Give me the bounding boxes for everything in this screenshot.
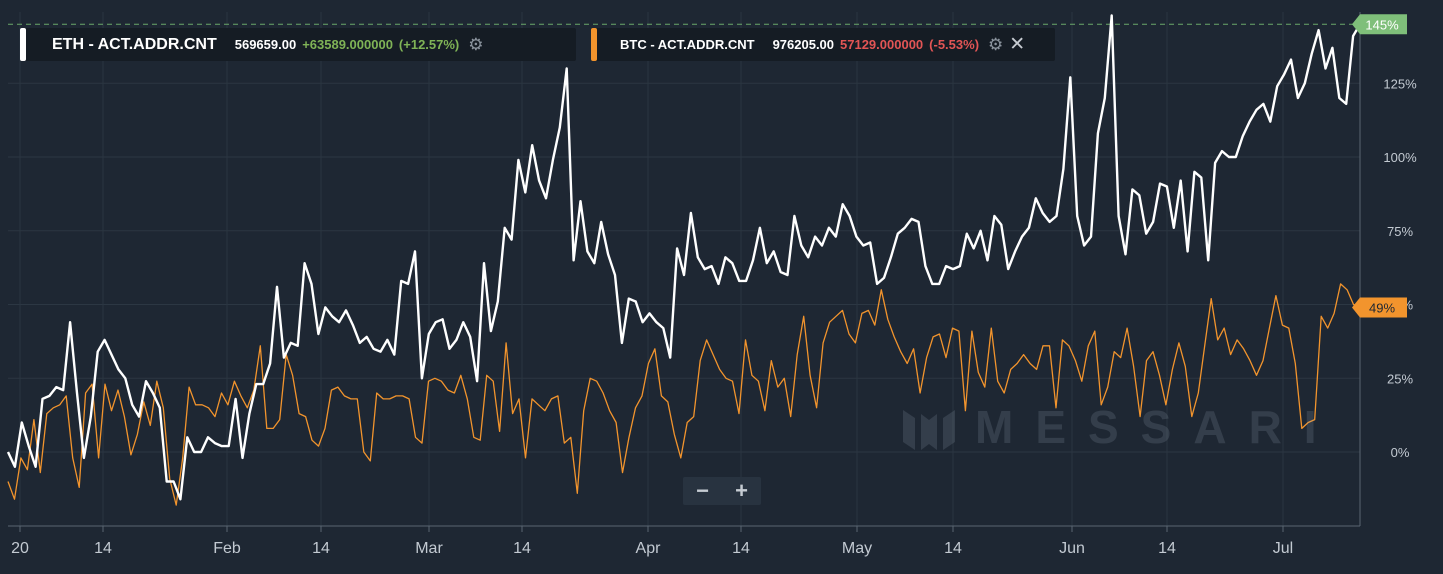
x-tick-label: 14 <box>944 540 962 557</box>
x-tick-label: 14 <box>94 540 112 557</box>
x-tick-label: Jun <box>1059 540 1085 557</box>
eth-end-label-bg <box>1352 14 1407 35</box>
btc-last-value: 976205.00 <box>772 37 835 52</box>
watermark-text: MESSARI <box>975 401 1339 453</box>
eth-color-swatch <box>20 28 26 61</box>
zoom-in-button[interactable]: + <box>735 478 748 503</box>
messari-watermark: MESSARI <box>903 400 1339 454</box>
x-tick-label: 14 <box>1158 540 1176 557</box>
messari-logo-icon <box>903 410 955 450</box>
x-tick-label: 14 <box>732 540 750 557</box>
y-tick-label: 100% <box>1383 150 1417 165</box>
eth-change-pct: (+12.57%) <box>398 37 460 52</box>
y-tick-label: 125% <box>1383 76 1417 91</box>
close-icon[interactable]: ✕ <box>1009 34 1026 55</box>
btc-series-name: BTC - ACT.ADDR.CNT <box>620 37 755 52</box>
btc-end-label: 49% <box>1369 300 1395 315</box>
zoom-controls: − + <box>683 477 761 505</box>
eth-last-value: 569659.00 <box>234 37 297 52</box>
btc-series-line <box>7 283 1361 506</box>
zoom-out-button[interactable]: − <box>696 478 709 503</box>
btc-change-pct: (-5.53%) <box>929 37 980 52</box>
y-tick-label: 25% <box>1387 371 1413 386</box>
x-tick-label: Mar <box>415 540 443 557</box>
eth-end-label: 145% <box>1365 17 1399 32</box>
gear-icon[interactable]: ⚙ <box>988 34 1004 54</box>
x-tick-label: May <box>842 540 872 557</box>
x-tick-label: Feb <box>213 540 241 557</box>
eth-change-value: +63589.000000 <box>302 37 393 52</box>
x-tick-label: 20 <box>11 540 29 557</box>
legend-eth[interactable]: ETH - ACT.ADDR.CNT 569659.00 +63589.0000… <box>20 28 576 61</box>
legend-btc[interactable]: BTC - ACT.ADDR.CNT 976205.00 57129.00000… <box>591 28 1055 61</box>
y-tick-label: 0% <box>1391 445 1410 460</box>
eth-series-name: ETH - ACT.ADDR.CNT <box>52 35 217 53</box>
btc-end-label-bg <box>1352 297 1407 318</box>
btc-color-swatch <box>591 28 597 61</box>
x-tick-label: Apr <box>636 540 662 557</box>
x-tick-label: Jul <box>1273 540 1293 557</box>
y-tick-label: 75% <box>1387 224 1413 239</box>
eth-series-line <box>6 14 1362 501</box>
btc-change-value: 57129.000000 <box>840 37 924 52</box>
x-tick-label: 14 <box>312 540 330 557</box>
gear-icon[interactable]: ⚙ <box>468 34 484 54</box>
x-tick-label: 14 <box>513 540 531 557</box>
